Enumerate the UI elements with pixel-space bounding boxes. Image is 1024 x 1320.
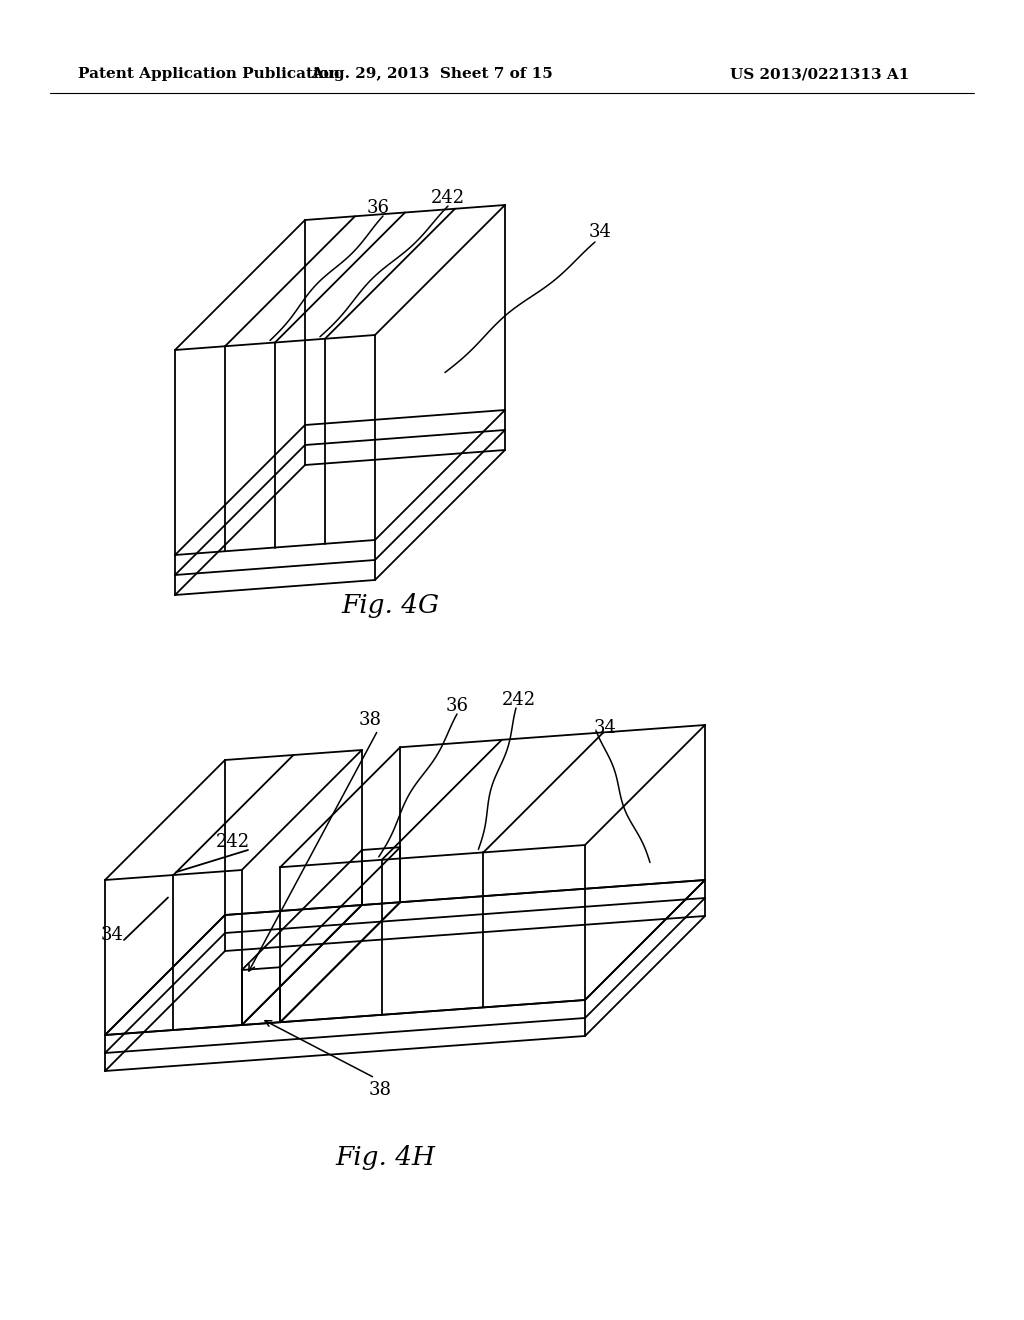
Text: 36: 36 (367, 199, 389, 216)
Text: 38: 38 (358, 711, 382, 729)
Text: Fig. 4H: Fig. 4H (335, 1146, 435, 1171)
Text: US 2013/0221313 A1: US 2013/0221313 A1 (730, 67, 909, 81)
Text: 36: 36 (445, 697, 469, 715)
Text: Aug. 29, 2013  Sheet 7 of 15: Aug. 29, 2013 Sheet 7 of 15 (311, 67, 553, 81)
Text: 34: 34 (589, 223, 611, 242)
Text: 34: 34 (594, 719, 616, 737)
Text: 38: 38 (369, 1081, 391, 1100)
Text: 242: 242 (502, 690, 536, 709)
Text: 34: 34 (100, 927, 124, 944)
Text: Patent Application Publication: Patent Application Publication (78, 67, 340, 81)
Text: 242: 242 (216, 833, 250, 851)
Text: Fig. 4G: Fig. 4G (341, 594, 439, 619)
Text: 242: 242 (431, 189, 465, 207)
